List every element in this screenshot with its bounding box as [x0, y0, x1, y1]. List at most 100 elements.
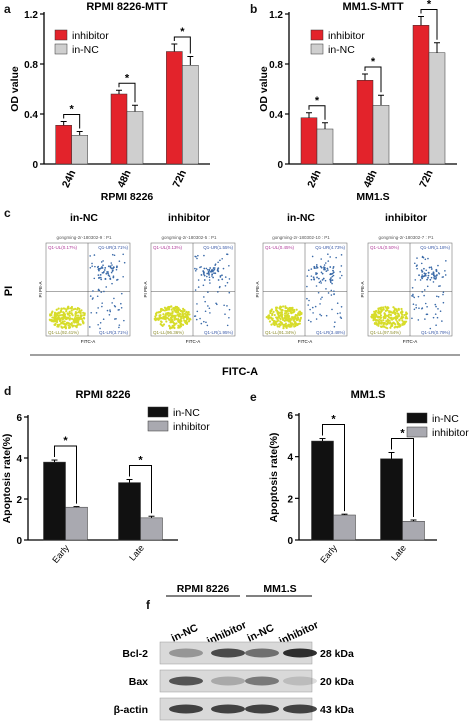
plot-y-axis-label: PI PE-A	[143, 281, 148, 297]
bar-in-NC-72h	[182, 65, 199, 165]
cell-population-dots	[48, 253, 126, 330]
y-tick-label: 0	[277, 160, 283, 171]
significance-star: *	[180, 26, 185, 38]
significance-star: *	[125, 72, 130, 84]
y-axis-label: OD value	[258, 66, 270, 112]
bar-in-NC-24h	[316, 128, 334, 165]
bar-in-NC-72h	[428, 52, 446, 165]
quadrant-ul-label: Q1-UL(0.17%)	[48, 245, 78, 250]
x-tick-label: Late	[127, 543, 146, 563]
plot-y-axis-label: PI PE-A	[360, 281, 365, 297]
protein-label: β-actin	[114, 704, 148, 716]
quadrant-ur-label: Q1-UR(1.18%)	[420, 245, 450, 250]
quadrant-lr-label: Q1-LR(0.79%)	[421, 330, 451, 335]
legend-label: in-NC	[173, 407, 200, 419]
x-tick-label: 72h	[171, 168, 190, 189]
protein-label: Bcl-2	[122, 648, 148, 660]
significance-bracket	[54, 445, 77, 504]
blot-strip-Bax	[159, 669, 313, 693]
y-tick-label: 0	[32, 160, 38, 171]
legend-label: in-NC	[432, 413, 459, 425]
significance-bracket	[364, 66, 382, 93]
significance-bracket	[308, 105, 326, 120]
bar-inhibitor-Late	[140, 517, 163, 541]
y-tick-label: 6	[287, 411, 293, 422]
y-tick-label: 6	[16, 413, 22, 424]
protein-band	[169, 648, 203, 658]
quadrant-ul-label: Q1-UL(0.50%)	[370, 245, 400, 250]
significance-star: *	[315, 95, 320, 107]
plot-x-axis-label: FITC-A	[403, 339, 418, 344]
protein-label: Bax	[129, 676, 148, 688]
legend-swatch-inhibitor	[147, 420, 169, 432]
y-tick-label: 0.8	[24, 60, 38, 71]
plot-x-axis-label: FITC-A	[81, 339, 96, 344]
chart-title: RPMI 8226-MTT	[86, 1, 168, 13]
panel-label-e: e	[250, 390, 257, 404]
protein-band	[169, 704, 203, 714]
x-tick-label: 24h	[305, 168, 324, 189]
legend-label: inhibitor	[173, 421, 210, 433]
protein-band	[283, 676, 317, 686]
significance-bracket	[129, 465, 152, 514]
bar-in-NC-24h	[71, 135, 88, 165]
panel-label-c: c	[4, 206, 11, 220]
band-size-label: 20 kDa	[320, 676, 354, 688]
quadrant-ul-label: Q1-UL(0.13%)	[153, 245, 183, 250]
quadrant-ll-label: Q1-LL(91.34%)	[265, 330, 296, 335]
band-size-label: 43 kDa	[320, 704, 354, 716]
x-tick-label: 48h	[115, 168, 134, 189]
bar-inhibitor-24h	[55, 125, 72, 165]
legend-label: inhibitor	[328, 30, 365, 42]
significance-bracket	[63, 114, 81, 129]
quadrant-ll-label: Q1-LL(97.54%)	[370, 330, 401, 335]
significance-bracket	[322, 424, 345, 512]
significance-bracket	[420, 9, 438, 40]
column-label-inhibitor: inhibitor	[385, 212, 427, 224]
legend-swatch-inhibitor	[310, 29, 324, 41]
protein-band	[245, 676, 279, 686]
plot-header: gongming-2r-180302-7 : P1	[378, 235, 434, 240]
legend-label: in-NC	[328, 44, 355, 56]
bar-inhibitor-Late	[402, 521, 425, 541]
y-axis-label: OD value	[9, 66, 21, 112]
bar-inhibitor-Early	[333, 514, 356, 541]
y-axis-label: Apoptosis rate(%)	[1, 434, 13, 524]
lane-label: in-NC	[170, 622, 201, 645]
quadrant-ur-label: Q1-UR(1.55%)	[203, 245, 233, 250]
legend-label: in-NC	[72, 44, 99, 56]
chart-rpmi-mtt: RPMI 8226-MTT 0 0.4 0.8 1.2 OD value * 24h * 48h *…	[9, 1, 210, 203]
cell-population-dots	[370, 255, 447, 330]
bar-in-NC-48h	[126, 111, 144, 165]
plot-x-axis-label: FITC-A	[298, 339, 313, 344]
x-tick-label: 48h	[361, 168, 380, 189]
y-tick-label: 4	[16, 454, 22, 465]
bar-in-NC-Early	[43, 461, 66, 541]
significance-star: *	[70, 104, 75, 116]
plot-y-axis-label: PI PE-A	[255, 281, 260, 297]
significance-star: *	[427, 0, 432, 11]
plot-x-axis-label: FITC-A	[186, 339, 201, 344]
quadrant-ur-label: Q1-UR(3.71%)	[98, 245, 128, 250]
plot-y-axis-label: PI PE-A	[38, 281, 43, 297]
significance-bracket	[118, 82, 136, 103]
protein-band	[211, 704, 245, 714]
y-tick-label: 2	[16, 495, 22, 506]
panel-label-a: a	[4, 2, 11, 16]
significance-star: *	[138, 455, 143, 467]
bar-inhibitor-24h	[300, 117, 318, 165]
significance-star: *	[331, 414, 336, 426]
significance-star: *	[63, 435, 68, 447]
quadrant-lr-label: Q1-LR(1.95%)	[204, 330, 234, 335]
y-tick-label: 0	[16, 536, 22, 547]
chart-title: RPMI 8226	[75, 389, 130, 401]
y-tick-label: 2	[287, 494, 293, 505]
blot-group-label: MM1.S	[263, 583, 296, 595]
x-tick-label: Early	[318, 542, 339, 565]
bar-in-NC-Late	[118, 482, 141, 541]
chart-title: MM1.S	[351, 389, 386, 401]
x-tick-label: Late	[389, 543, 408, 563]
cell-population-dots	[265, 253, 343, 330]
